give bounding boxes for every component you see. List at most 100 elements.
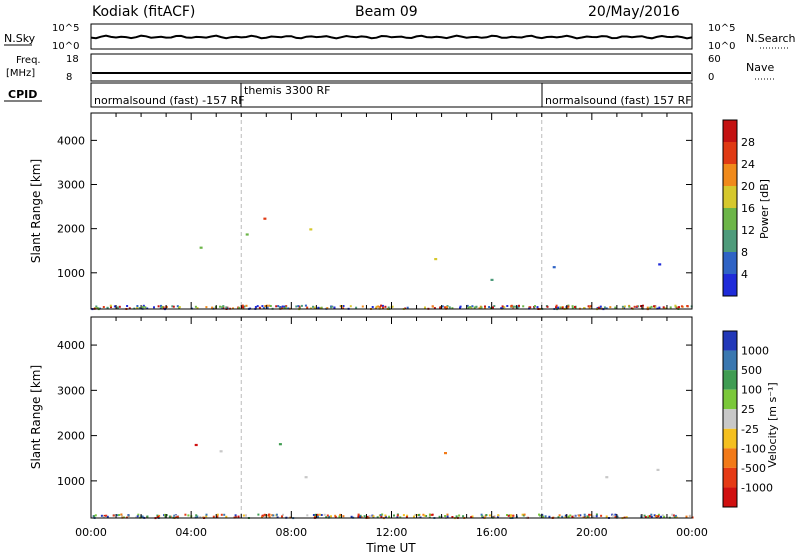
echo-cell <box>371 306 374 308</box>
echo-cell <box>106 515 109 518</box>
echo-cell <box>278 443 282 446</box>
echo-cell <box>330 515 332 518</box>
echo-cell <box>269 305 272 307</box>
echo-cell <box>285 305 288 308</box>
cpid-segment-1: normalsound (fast) -157 RF <box>94 94 245 107</box>
echo-cell <box>674 304 677 307</box>
echo-cell <box>196 515 199 518</box>
echo-cell <box>559 306 562 309</box>
power-y-ticks: 1000 2000 3000 4000 <box>57 134 692 280</box>
echo-cell <box>488 306 491 308</box>
power-colorbar: 4 8 12 16 20 24 28 <box>722 119 755 297</box>
echo-cell <box>223 513 226 516</box>
echo-cell <box>459 306 461 309</box>
echo-cell <box>675 306 678 309</box>
echo-cell <box>241 306 243 309</box>
echo-cell <box>225 306 228 309</box>
colorbar-segment <box>723 467 737 488</box>
echo-cell <box>257 513 260 516</box>
echo-cell <box>510 304 513 307</box>
echo-cell <box>514 305 517 308</box>
echo-cell <box>583 307 586 310</box>
colorbar-segment <box>723 331 737 351</box>
echo-cell <box>653 305 655 308</box>
echo-cell <box>640 305 642 308</box>
echo-cell <box>331 305 334 308</box>
echo-cell <box>277 305 280 308</box>
echo-cell <box>609 306 612 309</box>
echo-cell <box>366 515 369 518</box>
echo-cell <box>669 306 672 309</box>
echo-cell <box>493 305 496 307</box>
echo-cell <box>587 305 590 308</box>
colorbar-tick-label: 28 <box>741 136 755 149</box>
echo-cell <box>161 306 164 309</box>
colorbar-tick-label: -1000 <box>741 481 773 494</box>
echo-cell <box>106 307 109 309</box>
echo-cell <box>506 305 509 307</box>
echo-cell <box>444 306 446 309</box>
echo-cell <box>555 306 557 309</box>
x-tick-label: 12:00 <box>376 526 408 539</box>
echo-cell <box>363 515 366 518</box>
echo-cell <box>605 515 608 518</box>
echo-cell <box>220 513 223 516</box>
echo-cell <box>658 306 661 309</box>
echo-cell <box>261 305 264 308</box>
echo-cell <box>326 514 329 517</box>
echo-cell <box>691 516 694 519</box>
echo-cell <box>102 306 105 308</box>
echo-cell <box>232 307 234 310</box>
echo-cell <box>359 514 362 517</box>
colorbar-tick-label: 1000 <box>741 345 769 358</box>
echo-cell <box>384 514 387 517</box>
echo-cell <box>561 306 564 309</box>
echo-cell <box>326 307 329 310</box>
echo-cell <box>243 305 246 308</box>
echo-cell <box>263 513 266 516</box>
echo-cell <box>678 306 680 309</box>
echo-cell <box>569 514 572 517</box>
echo-cell <box>157 516 159 519</box>
echo-cell <box>605 307 608 310</box>
echo-cell <box>648 515 651 518</box>
colorbar-segment <box>723 370 737 390</box>
echo-cell <box>655 515 658 518</box>
echo-cell <box>342 515 345 518</box>
echo-cell <box>462 515 465 518</box>
echo-cell <box>164 513 166 516</box>
echo-cell <box>557 516 560 519</box>
echo-cell <box>95 305 98 308</box>
echo-cell <box>355 306 358 309</box>
echo-cell <box>261 516 263 519</box>
x-tick-label: 00:00 <box>676 526 708 539</box>
echo-cell <box>116 306 119 309</box>
echo-cell <box>438 515 441 518</box>
echo-cell <box>490 278 494 281</box>
echo-cell <box>105 514 108 517</box>
echo-cell <box>630 307 633 310</box>
colorbar-segment <box>723 142 737 164</box>
echo-cell <box>295 305 298 308</box>
echo-cell <box>522 305 525 308</box>
echo-cell <box>357 514 360 517</box>
nsky-trace <box>90 34 693 40</box>
echo-cell <box>446 515 449 518</box>
echo-cell <box>219 450 223 453</box>
velocity-colorbar-label: Velocity [m s⁻¹] <box>766 382 779 467</box>
echo-cell <box>614 306 617 309</box>
echo-cell <box>225 515 228 518</box>
echo-cell <box>425 515 428 517</box>
echo-cell <box>393 514 395 517</box>
power-panel: 1000 2000 3000 4000 Slant Range [km] <box>29 112 693 311</box>
colorbar-frame <box>722 330 738 508</box>
echo-cell <box>434 258 438 261</box>
echo-cell <box>614 516 617 518</box>
echo-cell <box>368 515 371 518</box>
echo-cell <box>586 515 589 518</box>
echo-cell <box>306 306 309 309</box>
echo-cell <box>216 513 219 516</box>
echo-cell <box>433 307 436 310</box>
y-tick-label: 2000 <box>57 223 85 236</box>
